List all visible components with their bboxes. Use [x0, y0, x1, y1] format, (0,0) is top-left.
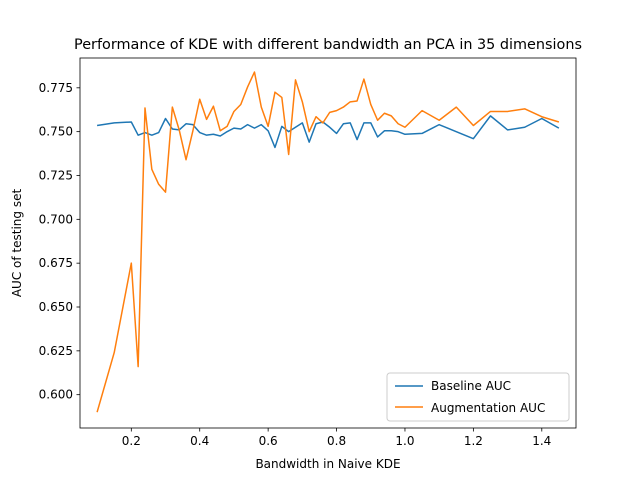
x-tick-label: 0.4: [190, 434, 209, 448]
x-tick-label: 0.2: [122, 434, 141, 448]
series-line-augmentation: [96, 71, 560, 413]
y-tick-label: 0.650: [39, 300, 73, 314]
y-tick-label: 0.700: [39, 212, 73, 226]
y-axis-title: AUC of testing set: [10, 189, 24, 298]
legend-box: [386, 372, 570, 422]
y-tick-label: 0.750: [39, 125, 73, 139]
x-tick-label: 0.8: [327, 434, 346, 448]
series-line-baseline: [96, 115, 560, 149]
series-layer: [96, 71, 560, 413]
x-tick-label: 1.0: [395, 434, 414, 448]
legend: Baseline AUC Augmentation AUC: [386, 372, 570, 422]
x-axis-title: Bandwidth in Naive KDE: [255, 457, 400, 471]
y-tick-label: 0.625: [39, 344, 73, 358]
legend-label-baseline: Baseline AUC: [431, 379, 511, 393]
x-tick-label: 1.2: [464, 434, 483, 448]
y-tick-label: 0.725: [39, 168, 73, 182]
y-tick-label: 0.675: [39, 256, 73, 270]
legend-label-augmentation: Augmentation AUC: [431, 401, 545, 415]
y-tick-label: 0.775: [39, 81, 73, 95]
plot-frame: [79, 57, 577, 429]
chart-title: Performance of KDE with different bandwi…: [74, 37, 582, 53]
y-axis: 0.600 0.625 0.650 0.675 0.700 0.725 0.750 0.775: [39, 81, 80, 402]
x-tick-label: 1.4: [532, 434, 551, 448]
x-axis: 0.2 0.4 0.6 0.8 1.0 1.2 1.4: [122, 428, 551, 448]
x-tick-label: 0.6: [259, 434, 278, 448]
plot-area: [79, 57, 577, 429]
y-tick-label: 0.600: [39, 388, 73, 402]
